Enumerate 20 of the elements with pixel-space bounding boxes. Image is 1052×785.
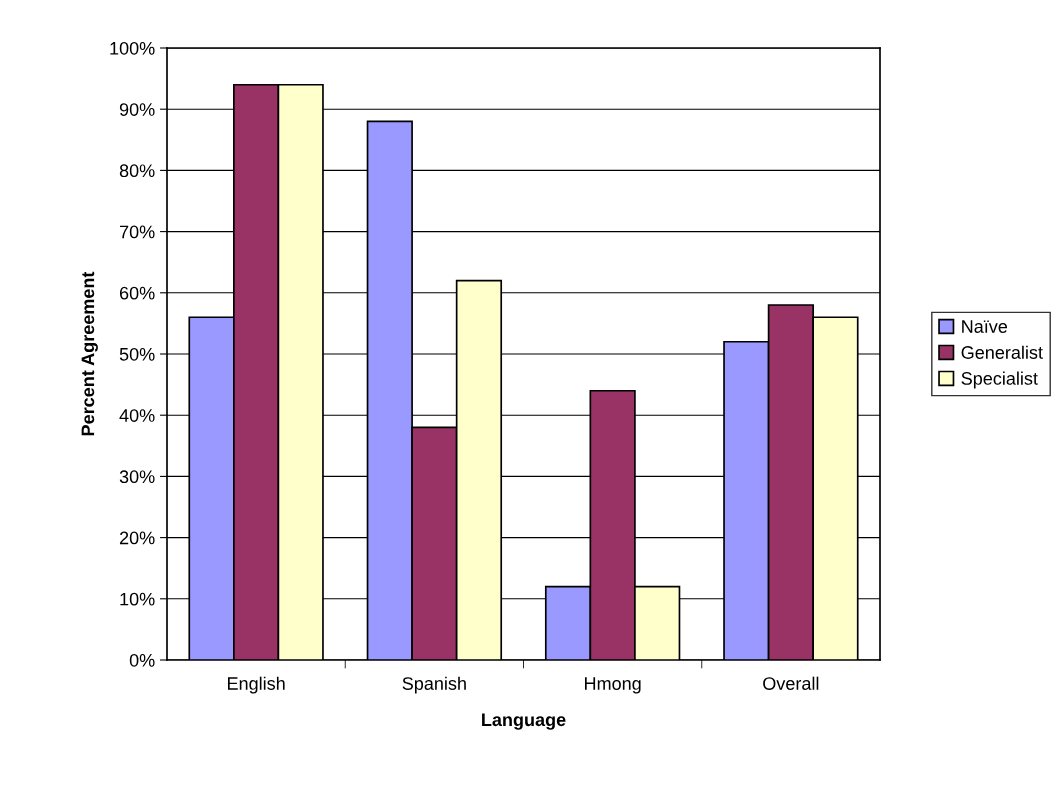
y-tick-label: 10% bbox=[120, 592, 155, 606]
y-tick-label: 40% bbox=[119, 409, 155, 422]
y-tick-label: 90% bbox=[119, 103, 155, 116]
y-tick-label: 30% bbox=[119, 470, 155, 484]
y-tick-label: 100% bbox=[110, 41, 155, 55]
y-tick-label: 70% bbox=[119, 225, 155, 239]
x-tick-label: Hmong bbox=[585, 677, 641, 694]
x-axis-title: Language bbox=[482, 713, 566, 730]
y-tick-label: 50% bbox=[119, 347, 155, 361]
y-tick-label: 60% bbox=[119, 286, 155, 300]
y-tick-label: 20% bbox=[119, 531, 155, 545]
y-tick-label: 0% bbox=[129, 653, 155, 667]
legend-label: Specialist bbox=[961, 371, 1038, 389]
legend-label: Generalist bbox=[961, 345, 1043, 359]
x-tick-label: English bbox=[228, 676, 285, 694]
x-tick-label: Overall bbox=[763, 676, 819, 690]
y-tick-label: 80% bbox=[119, 164, 155, 178]
y-axis-title: Percent Agreement bbox=[81, 271, 98, 436]
x-tick-label: Spanish bbox=[402, 676, 466, 694]
legend-label: Naïve bbox=[962, 320, 1008, 333]
